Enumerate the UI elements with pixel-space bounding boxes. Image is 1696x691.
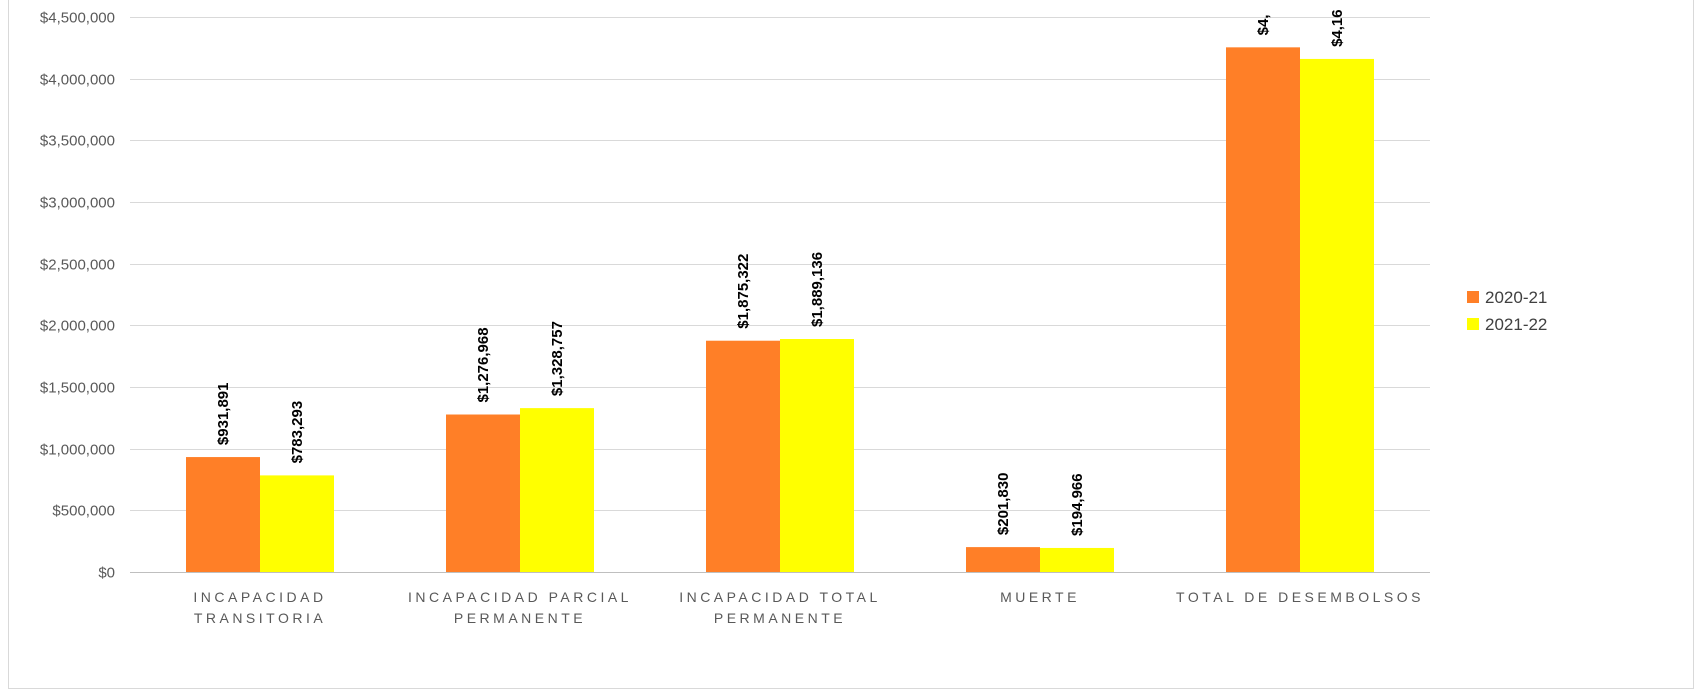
data-labels: $931,891 $783,293 $1,276,968 $1,328,757 $1,8…	[215, 9, 1346, 536]
bar	[780, 339, 854, 572]
y-tick-label: $1,500,000	[40, 380, 115, 397]
data-label: $1,889,136	[809, 252, 826, 327]
category-label: PERMANENTE	[714, 610, 846, 626]
category-label: TRANSITORIA	[194, 610, 326, 626]
bar	[186, 457, 260, 572]
data-label: $4,16	[1329, 9, 1346, 47]
data-label: $201,830	[995, 473, 1012, 536]
y-tick-label: $500,000	[52, 503, 115, 520]
y-tick-label: $3,000,000	[40, 195, 115, 212]
legend-swatch	[1467, 291, 1479, 303]
data-label: $194,966	[1069, 473, 1086, 536]
x-axis-categories: INCAPACIDAD TRANSITORIA INCAPACIDAD PARCIA…	[193, 589, 1424, 626]
data-label: $1,276,968	[475, 327, 492, 402]
bars	[186, 47, 1374, 572]
category-label: MUERTE	[1000, 589, 1080, 605]
legend-label: 2021-22	[1485, 315, 1547, 334]
category-label: PERMANENTE	[454, 610, 586, 626]
legend: 2020-21 2021-22	[1467, 288, 1547, 334]
y-tick-label: $1,000,000	[40, 442, 115, 459]
category-label: INCAPACIDAD TOTAL	[679, 589, 881, 605]
data-label: $4,	[1255, 14, 1272, 35]
data-label: $1,328,757	[549, 321, 566, 396]
y-axis-ticks: $0 $500,000 $1,000,000 $1,500,000 $2,000,000…	[40, 10, 115, 582]
y-tick-label: $4,500,000	[40, 10, 115, 27]
bar	[966, 547, 1040, 572]
y-tick-label: $4,000,000	[40, 72, 115, 89]
bar	[1226, 47, 1300, 572]
data-label: $1,875,322	[735, 254, 752, 329]
data-label: $783,293	[289, 401, 306, 464]
data-label: $931,891	[215, 382, 232, 445]
category-label: INCAPACIDAD	[193, 589, 326, 605]
y-tick-label: $2,000,000	[40, 318, 115, 335]
bar	[1300, 58, 1374, 572]
y-tick-label: $0	[98, 565, 115, 582]
legend-swatch	[1467, 318, 1479, 330]
bar	[260, 475, 334, 572]
y-tick-label: $2,500,000	[40, 257, 115, 274]
category-label: TOTAL DE DESEMBOLSOS	[1176, 589, 1424, 605]
y-tick-label: $3,500,000	[40, 133, 115, 150]
category-label: INCAPACIDAD PARCIAL	[408, 589, 632, 605]
bar	[520, 408, 594, 572]
bar	[1040, 547, 1114, 572]
bar	[706, 340, 780, 572]
legend-label: 2020-21	[1485, 288, 1547, 307]
bar	[446, 414, 520, 572]
